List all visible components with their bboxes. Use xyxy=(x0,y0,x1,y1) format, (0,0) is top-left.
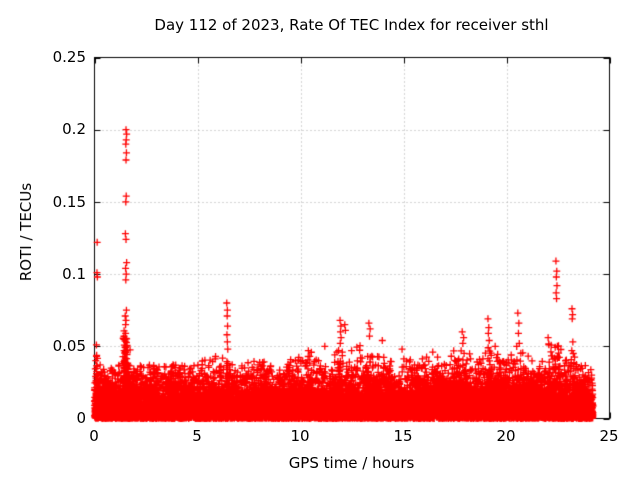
x-axis-label: GPS time / hours xyxy=(288,454,415,472)
y-tick-label-02: 0.2 xyxy=(62,120,86,138)
y-tick-label-005: 0.05 xyxy=(52,337,86,355)
y-tick-label-01: 0.1 xyxy=(62,265,86,283)
x-tick-label-0: 0 xyxy=(89,427,99,445)
y-tick-label-0: 0 xyxy=(76,409,86,427)
x-tick-label-20: 20 xyxy=(496,427,516,445)
y-tick-label-025: 0.25 xyxy=(52,48,86,66)
x-tick-label-10: 10 xyxy=(290,427,310,445)
x-tick-label-15: 15 xyxy=(393,427,413,445)
x-tick-label-25: 25 xyxy=(599,427,619,445)
x-tick-label-5: 5 xyxy=(192,427,202,445)
chart-title: Day 112 of 2023, Rate Of TEC Index for r… xyxy=(154,16,549,34)
y-tick-label-015: 0.15 xyxy=(52,193,86,211)
